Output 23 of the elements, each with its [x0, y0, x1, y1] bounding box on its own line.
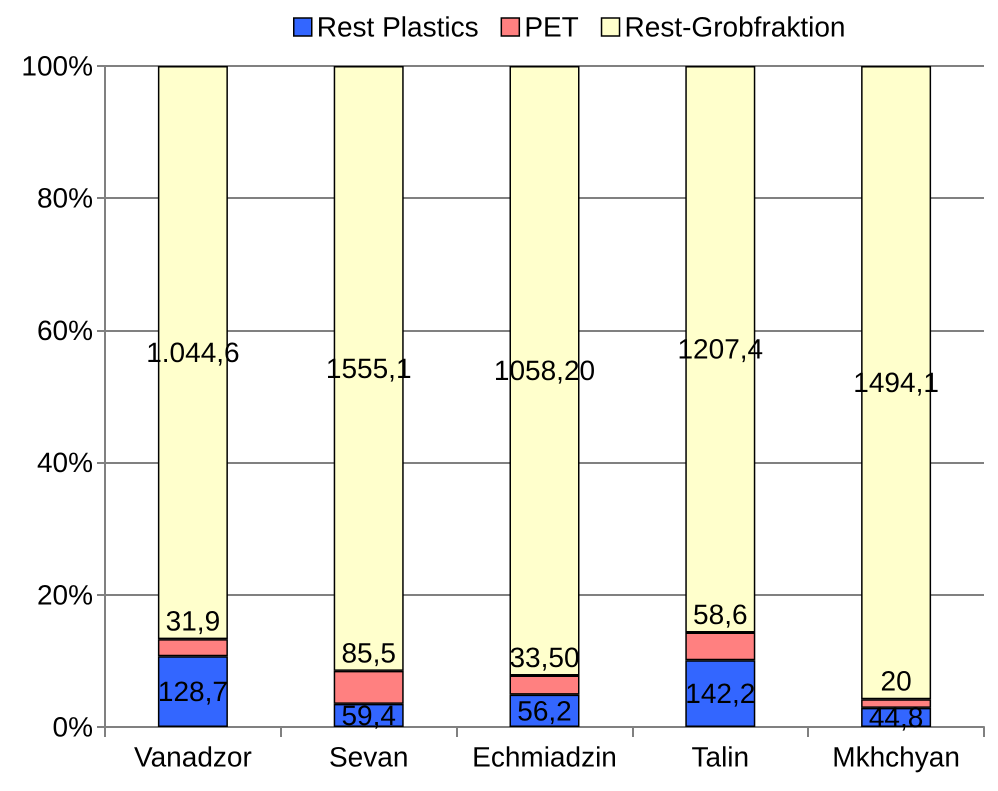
legend-label: Rest-Grobfraktion [624, 12, 846, 42]
annotation: 142,2 [685, 678, 756, 710]
x-tick-label: Sevan [328, 742, 408, 772]
annotation: 85,5 [341, 637, 396, 668]
y-tick-label: 0% [52, 712, 93, 742]
x-tick-label: Mkhchyan [832, 742, 960, 772]
x-tick-label: Echmiadzin [472, 742, 617, 772]
legend-label: PET [524, 12, 579, 42]
x-tick-label: Talin [692, 742, 750, 772]
x-tick-label: Vanadzor [134, 742, 252, 772]
annotation: 128,7 [158, 676, 228, 708]
y-tick-label: 60% [36, 314, 93, 346]
annotation: 31,9 [166, 606, 220, 637]
annotation: 59,4 [341, 700, 396, 731]
legend-label: Rest Plastics [316, 12, 479, 42]
annotation: 56,2 [517, 695, 572, 726]
y-tick-label: 20% [36, 579, 93, 610]
y-tick-label: 80% [36, 182, 93, 214]
y-tick-label: 40% [36, 447, 93, 478]
annotation: 58,6 [693, 598, 748, 630]
y-tick-label: 100% [21, 50, 93, 82]
annotation: 33,50 [509, 642, 580, 673]
annotation: 20 [880, 666, 912, 697]
